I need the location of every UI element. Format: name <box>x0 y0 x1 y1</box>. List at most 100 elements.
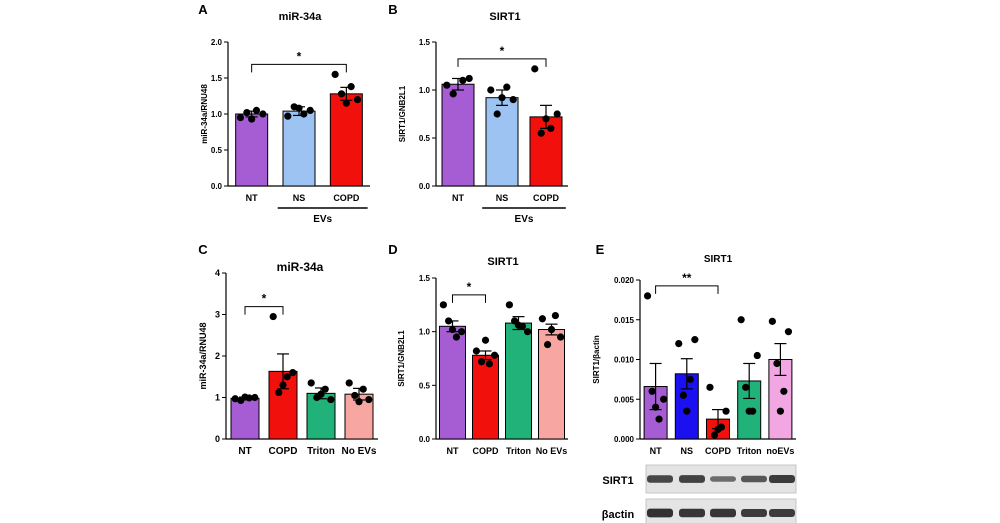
data-point <box>742 383 750 391</box>
blot-band <box>647 508 673 518</box>
category-label: COPD <box>333 193 360 203</box>
data-point <box>289 369 297 377</box>
data-point <box>259 110 267 118</box>
data-point <box>443 81 451 89</box>
blot-band <box>769 508 795 518</box>
y-tick-label: 2 <box>215 351 220 361</box>
significance-label: * <box>467 280 472 294</box>
blot-band <box>679 508 705 518</box>
data-point <box>448 325 457 334</box>
data-point <box>459 76 467 84</box>
data-point <box>660 395 668 403</box>
data-point <box>557 333 565 341</box>
data-point <box>652 403 660 411</box>
panel-letter: B <box>388 2 397 17</box>
y-tick-label: 0.000 <box>614 435 635 444</box>
panel-d: D SIRT1 0.0 0.5 1.0 1.5 SIRT1/GNB2L1 NT COPD Trit… <box>388 242 568 456</box>
bracket-line <box>655 285 719 294</box>
category-label: COPD <box>269 446 298 457</box>
category-label: COPD <box>472 446 499 456</box>
category-label: NS <box>496 193 509 203</box>
data-point <box>706 383 714 391</box>
y-tick-label: 1.5 <box>211 74 223 83</box>
panel-b: B SIRT1 0.0 0.5 1.0 1.5 SIRT1/GNB2L1 NT NS COPD EV… <box>388 2 568 225</box>
data-point <box>547 124 555 132</box>
data-point <box>439 301 447 309</box>
panel-letter: D <box>388 242 397 257</box>
data-point <box>691 336 699 344</box>
y-tick-label: 0.5 <box>419 381 431 390</box>
data-point <box>345 379 353 387</box>
data-point <box>465 74 473 83</box>
category-label: NT <box>238 446 251 457</box>
blot-band <box>741 508 767 518</box>
data-point <box>643 292 652 300</box>
bar-ns <box>282 110 316 187</box>
y-tick-label: 4 <box>215 268 220 278</box>
error-bar <box>774 343 787 376</box>
data-point <box>306 106 314 114</box>
data-point <box>537 129 545 137</box>
data-point <box>491 351 499 359</box>
data-point <box>251 393 259 402</box>
data-point <box>327 395 335 404</box>
panel-letter: A <box>198 2 208 17</box>
data-point <box>472 347 480 355</box>
data-point <box>553 110 561 118</box>
bracket-line <box>457 58 547 67</box>
category-label: Triton <box>307 446 335 457</box>
bar-ns <box>485 97 519 187</box>
y-tick-label: 2.0 <box>211 38 223 47</box>
data-point <box>648 387 656 395</box>
data-point <box>722 407 730 415</box>
chart-title: miR-34a <box>279 11 323 23</box>
bar-nt <box>441 83 475 187</box>
y-axis-label: miR-34a/RNU48 <box>200 84 209 144</box>
data-point <box>547 325 556 334</box>
data-point <box>458 328 466 336</box>
data-point <box>538 315 547 323</box>
data-point <box>503 83 511 91</box>
data-point <box>321 385 329 393</box>
data-point <box>679 391 687 399</box>
data-point <box>342 99 350 107</box>
category-label: NT <box>246 193 258 203</box>
data-point <box>551 311 560 320</box>
data-point <box>745 407 753 415</box>
panel-letter: E <box>596 242 605 257</box>
data-point <box>284 112 292 120</box>
data-point <box>485 360 493 368</box>
y-tick-label: 0.0 <box>211 182 223 191</box>
data-point <box>449 90 457 98</box>
data-point <box>269 312 277 321</box>
panel-e: E SIRT1 0.000 0.005 0.010 0.015 0.020 SIRT1/βac… <box>592 242 796 456</box>
data-point <box>355 398 363 406</box>
blot-label: βactin <box>602 509 635 521</box>
y-tick-label: 0.005 <box>614 395 635 404</box>
data-point <box>236 114 245 122</box>
blot-band <box>679 475 705 483</box>
data-point <box>359 385 367 393</box>
data-point <box>353 96 362 104</box>
category-label: Triton <box>737 446 762 456</box>
bar-triton <box>505 322 532 440</box>
category-label: COPD <box>705 446 732 456</box>
data-point <box>307 379 315 387</box>
category-label: COPD <box>533 193 560 203</box>
data-point <box>241 393 249 401</box>
category-label: NT <box>452 193 464 203</box>
data-point <box>776 407 785 415</box>
blot-band <box>769 474 795 484</box>
y-axis-label: SIRT1/βactin <box>592 335 601 384</box>
error-bar <box>743 362 756 400</box>
category-label: Triton <box>506 446 531 456</box>
significance-label: ** <box>682 271 692 285</box>
data-point <box>714 425 722 434</box>
y-tick-label: 0.5 <box>211 146 223 155</box>
category-label: NT <box>650 446 662 456</box>
y-tick-label: 0.015 <box>614 316 635 325</box>
data-point <box>544 340 552 349</box>
